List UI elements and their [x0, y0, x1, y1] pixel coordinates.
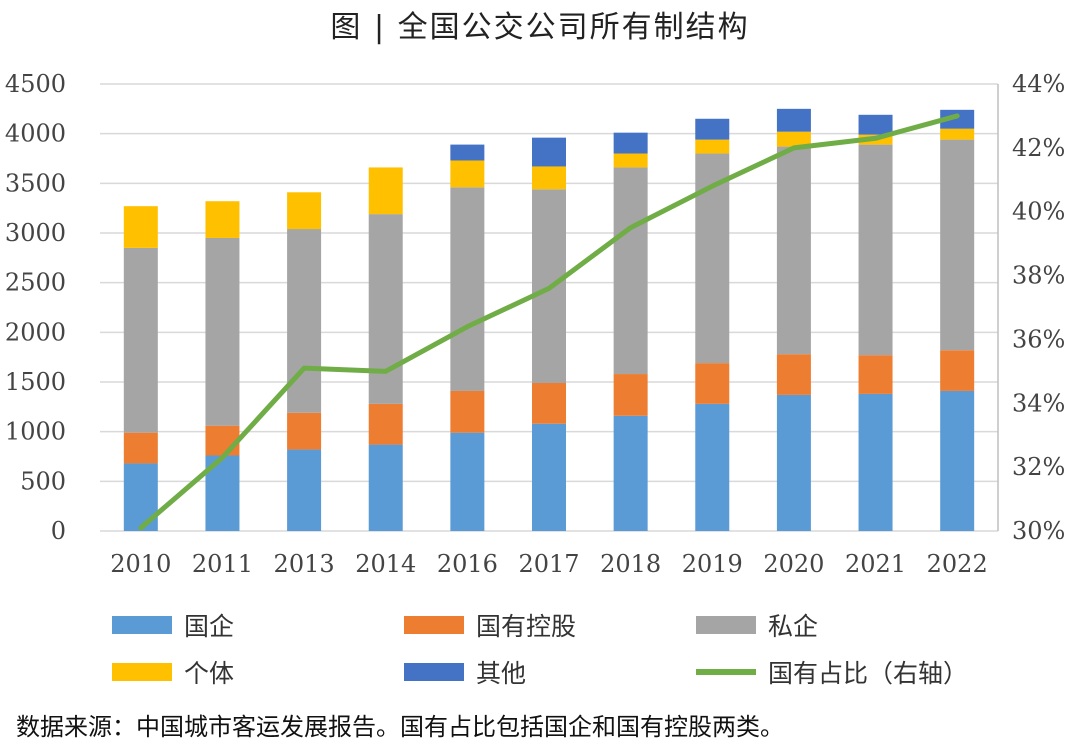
share-line-point	[465, 325, 469, 329]
bar-segment-1	[613, 374, 648, 416]
bar-segment-1	[940, 350, 975, 391]
bar-segment-4	[776, 108, 811, 132]
share-line-point	[302, 366, 306, 370]
bar-segment-0	[858, 393, 893, 531]
share-line-point	[547, 286, 551, 290]
bar-segment-2	[368, 214, 403, 404]
bar-segment-3	[613, 153, 648, 168]
right-y-tick-label: 34%	[1012, 389, 1065, 417]
right-y-tick-label: 44%	[1012, 70, 1065, 98]
bar-segment-3	[940, 128, 975, 140]
left-y-tick-label: 500	[20, 467, 66, 495]
right-y-axis: 30% 32% 34% 36% 38% 40% 42% 44%	[997, 70, 1065, 545]
share-line-point	[139, 526, 143, 530]
x-tick-label: 2010	[110, 550, 171, 578]
bar-segment-3	[532, 166, 566, 190]
share-line-point	[220, 456, 224, 460]
bar-segment-1	[532, 382, 566, 424]
bar-segment-0	[695, 403, 730, 531]
right-y-tick-label: 32%	[1012, 453, 1065, 481]
bar-segment-2	[205, 237, 240, 426]
x-tick-label: 2017	[518, 550, 579, 578]
x-axis: 2010 2011 2013 2014 2016 2017 2018 2019 2020 2021…	[110, 550, 987, 578]
right-y-tick-label: 38%	[1012, 262, 1065, 290]
bar-segment-2	[123, 247, 158, 433]
left-y-tick-label: 1500	[5, 368, 66, 396]
right-y-tick-label: 36%	[1012, 325, 1065, 353]
bar-segment-3	[368, 167, 403, 215]
chart-svg: 0 500 1000 1500 2000 2500 3000 3500 4000 4500 30%…	[5, 70, 1065, 578]
left-y-tick-label: 4000	[5, 120, 66, 148]
bar-segment-2	[450, 187, 485, 391]
x-tick-label: 2014	[355, 550, 416, 578]
left-y-tick-label: 2000	[5, 318, 66, 346]
left-y-tick-label: 3500	[5, 169, 66, 197]
bar-segment-3	[205, 201, 240, 238]
left-y-tick-label: 1000	[5, 418, 66, 446]
bar-segment-0	[123, 463, 158, 531]
left-y-tick-label: 3000	[5, 219, 66, 247]
bar-segment-4	[858, 114, 893, 135]
x-tick-label: 2011	[192, 550, 253, 578]
bar-segment-4	[613, 132, 648, 154]
left-y-axis: 0 500 1000 1500 2000 2500 3000 3500 4000 4500	[5, 70, 66, 545]
bar-segment-1	[205, 425, 240, 456]
x-tick-label: 2013	[274, 550, 335, 578]
x-tick-label: 2018	[600, 550, 661, 578]
left-y-tick-label: 0	[51, 517, 66, 545]
bar-segment-3	[776, 131, 811, 147]
left-y-tick-label: 4500	[5, 70, 66, 98]
bar-segment-1	[776, 354, 811, 395]
right-y-tick-label: 30%	[1012, 517, 1065, 545]
bar-segment-1	[287, 412, 322, 450]
bar-segment-2	[776, 146, 811, 355]
bar-segment-0	[613, 415, 648, 531]
x-tick-label: 2019	[682, 550, 743, 578]
bar-segment-4	[532, 137, 566, 167]
bar-segment-0	[368, 444, 403, 531]
bar-segment-1	[695, 363, 730, 404]
x-tick-label: 2016	[437, 550, 498, 578]
x-tick-label: 2022	[927, 550, 988, 578]
bar-segment-3	[287, 192, 322, 230]
bar-segment-3	[695, 139, 730, 154]
line-group	[138, 113, 960, 531]
bar-segment-2	[613, 167, 648, 375]
bar-segment-1	[858, 355, 893, 394]
bar-segment-1	[450, 390, 485, 433]
bar-segment-2	[287, 229, 322, 413]
right-y-tick-label: 42%	[1012, 134, 1065, 162]
share-line-point	[792, 146, 796, 150]
share-line-point	[874, 136, 878, 140]
bar-segment-3	[123, 206, 158, 248]
share-line-point	[384, 369, 388, 373]
chart-title: 图 | 全国公交公司所有制结构	[330, 10, 750, 45]
bar-segment-3	[450, 160, 485, 188]
bar-segment-2	[858, 144, 893, 356]
x-tick-label: 2020	[763, 550, 824, 578]
left-y-tick-label: 2500	[5, 269, 66, 297]
bar-segment-1	[123, 432, 158, 464]
bar-segment-0	[532, 423, 566, 531]
right-y-tick-label: 40%	[1012, 198, 1065, 226]
bar-segment-4	[695, 118, 730, 140]
bar-segment-2	[940, 139, 975, 351]
x-tick-label: 2021	[845, 550, 906, 578]
bar-segment-1	[368, 403, 403, 445]
bar-segment-0	[776, 394, 811, 531]
share-line-point	[710, 184, 714, 188]
bar-segment-0	[450, 432, 485, 531]
share-line-point	[955, 114, 959, 118]
bar-segment-0	[287, 449, 322, 531]
source-note: 数据来源：中国城市客运发展报告。国有占比包括国企和国有控股两类。	[16, 713, 784, 741]
bar-segment-4	[450, 144, 485, 161]
bar-segment-0	[940, 390, 975, 531]
share-line-point	[629, 226, 633, 230]
bar-group	[123, 108, 975, 531]
bar-segment-4	[940, 109, 975, 129]
